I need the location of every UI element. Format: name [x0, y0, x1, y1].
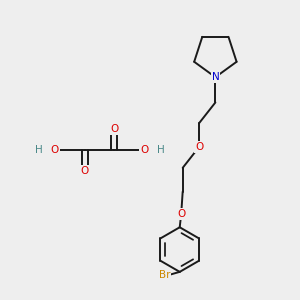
Text: O: O [51, 145, 59, 155]
Text: O: O [140, 145, 148, 155]
Text: N: N [212, 72, 219, 82]
Text: O: O [80, 166, 89, 176]
Text: H: H [35, 145, 42, 155]
Text: O: O [195, 142, 203, 152]
Text: O: O [177, 209, 185, 219]
Text: H: H [157, 145, 164, 155]
Text: Br: Br [159, 270, 171, 280]
Text: O: O [110, 124, 118, 134]
